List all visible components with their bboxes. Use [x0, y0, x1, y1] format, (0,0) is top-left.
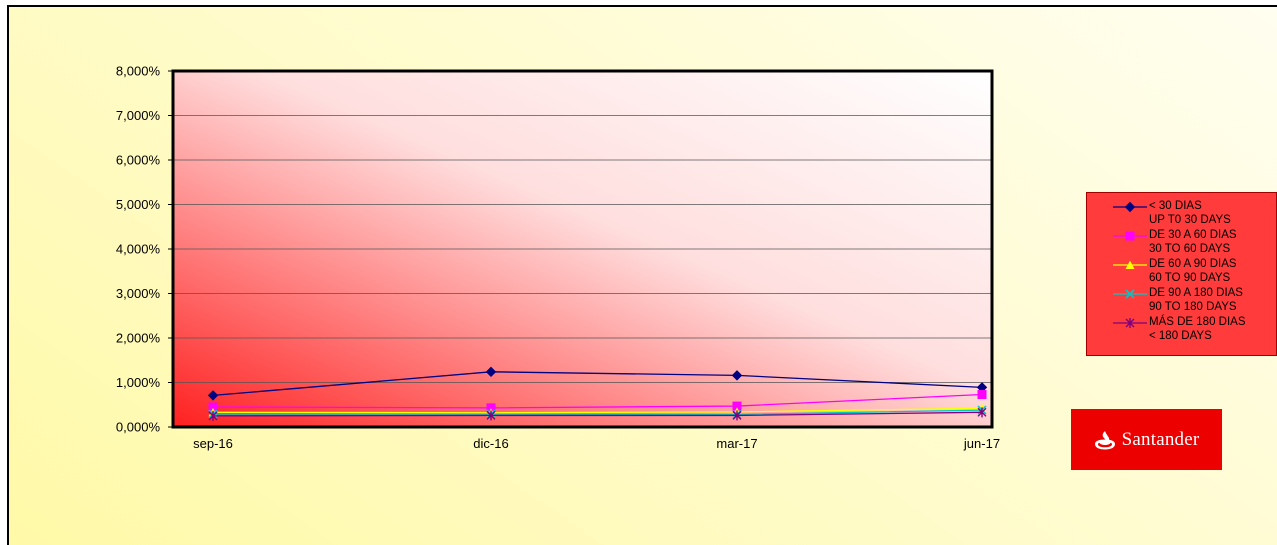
legend-symbol [1113, 318, 1147, 328]
y-tick-label: 8,000% [116, 64, 161, 79]
legend-label-es: MÁS DE 180 DIAS [1149, 316, 1246, 328]
legend-item: < 30 DIAS UP T0 30 DAYS [1087, 199, 1277, 229]
flame-icon [1094, 430, 1115, 449]
legend-symbol [1113, 201, 1147, 213]
legend-label-es: DE 30 A 60 DIAS [1149, 229, 1237, 241]
series-group [207, 366, 988, 421]
y-tick-label: 5,000% [116, 197, 161, 212]
y-axis: 0,000% 1,000% 2,000% 3,000% 4,000% 5,000% 6,00… [116, 64, 173, 435]
series-line [213, 409, 983, 416]
data-point [486, 410, 496, 421]
legend-symbol [1113, 231, 1147, 241]
series-line [212, 411, 983, 417]
legend-label-es: DE 90 A 180 DIAS [1149, 287, 1243, 299]
legend-item: MÁS DE 180 DIAS < 180 DAYS [1087, 315, 1277, 345]
y-tick-label: 7,000% [116, 108, 161, 123]
gridlines [173, 115, 992, 383]
legend-label-es: < 30 DIAS [1149, 200, 1202, 212]
logo-text: Santander [1121, 428, 1200, 450]
legend-label-en: 60 TO 90 DAYS [1149, 272, 1231, 284]
legend-label-en: 90 TO 180 DAYS [1149, 301, 1237, 313]
legend-symbol [1113, 260, 1147, 269]
x-axis: sep-16 dic-16 mar-17 jun-17 [193, 436, 1000, 451]
series [208, 407, 987, 421]
legend-label-en: UP T0 30 DAYS [1149, 214, 1231, 226]
y-tick-label: 2,000% [116, 331, 161, 346]
x-tick-label: sep-16 [193, 436, 233, 451]
data-point [977, 390, 987, 400]
series [208, 390, 987, 413]
y-tick-label: 0,000% [116, 420, 161, 435]
series-line [212, 371, 983, 397]
data-point [1125, 289, 1135, 299]
legend-symbol [1113, 289, 1147, 299]
data-point [731, 370, 743, 381]
data-point [1124, 201, 1136, 213]
legend-label: MÁS DE 180 DIAS < 180 DAYS [1149, 315, 1246, 343]
x-tick-label: dic-16 [473, 436, 508, 451]
data-point [486, 403, 496, 413]
data-point [208, 402, 218, 412]
santander-logo: Santander [1071, 409, 1222, 470]
data-point [208, 410, 218, 421]
legend: < 30 DIAS UP T0 30 DAYS DE 30 A 60 DIAS 30 … [1086, 192, 1277, 356]
series-line [212, 393, 983, 409]
legend-item: DE 90 A 180 DIAS 90 TO 180 DAYS [1087, 286, 1277, 316]
legend-label: < 30 DIAS UP T0 30 DAYS [1149, 199, 1231, 227]
legend-label-es: DE 60 A 90 DIAS [1149, 258, 1237, 270]
legend-label: DE 30 A 60 DIAS 30 TO 60 DAYS [1149, 228, 1237, 256]
data-point [732, 401, 742, 411]
legend-item: DE 30 A 60 DIAS 30 TO 60 DAYS [1087, 228, 1277, 258]
data-point [1125, 231, 1135, 241]
legend-label-en: < 180 DAYS [1149, 330, 1212, 342]
x-tick-label: mar-17 [716, 436, 757, 451]
x-tick-label: jun-17 [963, 436, 1000, 451]
y-tick-label: 1,000% [116, 375, 161, 390]
y-tick-label: 6,000% [116, 153, 161, 168]
series-line [212, 407, 983, 414]
legend-label: DE 60 A 90 DIAS 60 TO 90 DAYS [1149, 257, 1237, 285]
data-point [732, 410, 742, 421]
legend-item: DE 60 A 90 DIAS 60 TO 90 DAYS [1087, 257, 1277, 287]
data-point [485, 366, 497, 378]
series [207, 366, 988, 401]
y-tick-label: 3,000% [116, 286, 161, 301]
data-point [207, 390, 219, 401]
y-tick-label: 4,000% [116, 242, 161, 257]
legend-label: DE 90 A 180 DIAS 90 TO 180 DAYS [1149, 286, 1243, 314]
legend-label-en: 30 TO 60 DAYS [1149, 243, 1231, 255]
data-point [977, 407, 987, 418]
data-point [1125, 318, 1135, 328]
data-point [1125, 260, 1135, 269]
